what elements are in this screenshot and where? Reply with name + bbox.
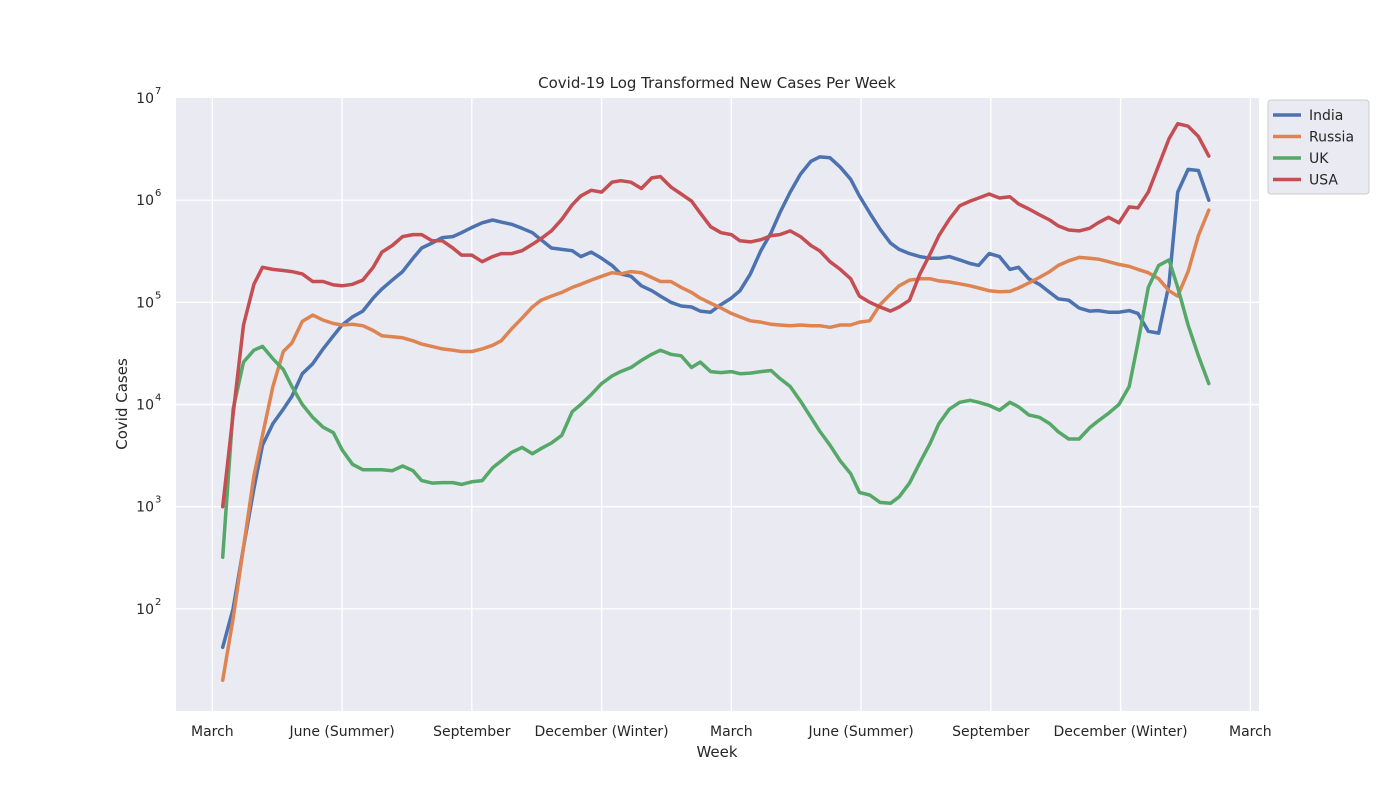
legend-box <box>1267 99 1370 195</box>
y-gridlines <box>176 199 1259 610</box>
y-tick-exponent: 3 <box>155 495 161 506</box>
y-tick-exponent: 6 <box>155 188 161 199</box>
series-line-usa <box>220 121 1211 509</box>
y-tick-label: 10 <box>136 295 154 311</box>
x-axis-label: Week <box>696 743 737 761</box>
series-line-india <box>220 155 1211 650</box>
y-tick-exponent: 7 <box>155 86 161 97</box>
series-lines <box>220 121 1211 682</box>
y-tick-label: 10 <box>136 500 154 516</box>
y-tick-label: 10 <box>136 91 154 107</box>
legend-label-russia: Russia <box>1309 130 1354 146</box>
x-tick-label: December (Winter) <box>535 724 669 740</box>
y-tick-exponent: 4 <box>155 393 161 404</box>
y-tick-label: 10 <box>136 398 154 414</box>
x-tick-label: March <box>710 724 753 740</box>
y-tick-exponent: 5 <box>155 290 161 301</box>
legend-label-india: India <box>1309 108 1343 124</box>
legend-label-uk: UK <box>1309 151 1329 167</box>
y-tick-label: 10 <box>136 193 154 209</box>
legend: India Russia UK USA <box>1267 99 1370 195</box>
x-tick-label: June (Summer) <box>288 724 394 740</box>
series-line-uk <box>220 258 1211 559</box>
x-tick-label: September <box>433 724 511 740</box>
x-tick-label: December (Winter) <box>1054 724 1188 740</box>
x-tick-label: March <box>191 724 234 740</box>
x-tick-label: March <box>1229 724 1272 740</box>
y-tick-label: 10 <box>136 602 154 618</box>
x-tick-labels: March June (Summer) September December (Win… <box>191 724 1272 740</box>
x-tick-label: September <box>952 724 1030 740</box>
y-tick-exponent: 2 <box>155 597 161 608</box>
x-tick-label: June (Summer) <box>807 724 913 740</box>
y-axis-label: Covid Cases <box>113 358 131 450</box>
series-line-russia <box>220 208 1211 682</box>
legend-label-usa: USA <box>1309 173 1338 189</box>
chart-title: Covid-19 Log Transformed New Cases Per W… <box>538 74 896 92</box>
